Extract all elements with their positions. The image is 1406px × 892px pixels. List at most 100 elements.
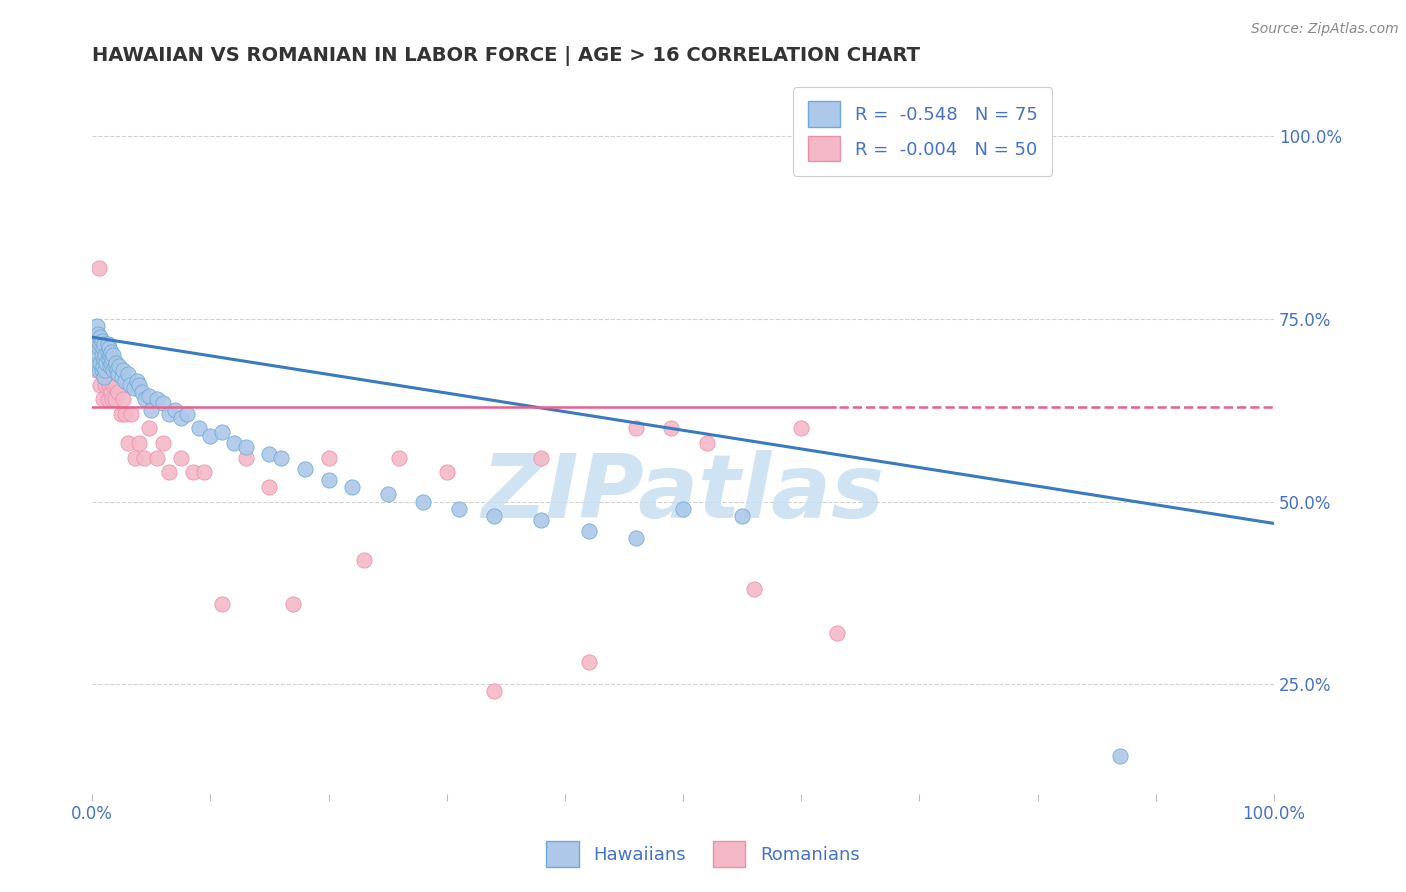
Point bbox=[340, 480, 363, 494]
Point bbox=[89, 337, 111, 351]
Point bbox=[111, 363, 134, 377]
Point bbox=[104, 359, 127, 374]
Point bbox=[94, 348, 117, 362]
Point bbox=[98, 359, 121, 374]
Point bbox=[211, 425, 233, 439]
Point bbox=[259, 447, 281, 461]
Point bbox=[235, 440, 257, 454]
Point bbox=[91, 392, 114, 407]
Point bbox=[742, 582, 765, 596]
Point bbox=[578, 524, 600, 538]
Point bbox=[89, 363, 111, 377]
Point bbox=[100, 356, 122, 370]
Point bbox=[482, 509, 505, 524]
Point bbox=[163, 403, 186, 417]
Point bbox=[87, 348, 110, 362]
Point bbox=[117, 436, 139, 450]
Point bbox=[193, 465, 215, 479]
Point bbox=[624, 531, 647, 545]
Point bbox=[101, 352, 124, 367]
Point bbox=[86, 319, 108, 334]
Text: Source: ZipAtlas.com: Source: ZipAtlas.com bbox=[1251, 22, 1399, 37]
Point bbox=[91, 359, 114, 374]
Point bbox=[1109, 748, 1132, 763]
Point bbox=[90, 348, 112, 362]
Point bbox=[84, 334, 107, 348]
Point bbox=[93, 363, 115, 377]
Point bbox=[90, 334, 112, 348]
Point bbox=[152, 436, 174, 450]
Point bbox=[101, 392, 124, 407]
Point bbox=[181, 465, 204, 479]
Point bbox=[141, 403, 163, 417]
Point bbox=[86, 356, 108, 370]
Point bbox=[96, 337, 118, 351]
Point bbox=[146, 450, 169, 465]
Point bbox=[97, 377, 120, 392]
Point bbox=[388, 450, 411, 465]
Point bbox=[104, 356, 127, 370]
Point bbox=[211, 597, 233, 611]
Point bbox=[134, 392, 156, 407]
Point bbox=[107, 384, 129, 399]
Point bbox=[89, 330, 111, 344]
Point bbox=[94, 363, 117, 377]
Point bbox=[96, 363, 118, 377]
Point bbox=[89, 341, 111, 355]
Legend: R =  -0.548   N = 75, R =  -0.004   N = 50: R = -0.548 N = 75, R = -0.004 N = 50 bbox=[793, 87, 1052, 176]
Point bbox=[118, 377, 141, 392]
Point bbox=[294, 461, 316, 475]
Point bbox=[122, 381, 145, 395]
Point bbox=[111, 392, 134, 407]
Point bbox=[93, 337, 115, 351]
Point bbox=[105, 363, 128, 377]
Point bbox=[108, 359, 131, 374]
Point bbox=[87, 326, 110, 341]
Point bbox=[146, 392, 169, 407]
Point bbox=[87, 334, 110, 348]
Point bbox=[91, 341, 114, 355]
Point bbox=[200, 429, 222, 443]
Point bbox=[176, 407, 198, 421]
Point bbox=[97, 341, 120, 355]
Point bbox=[138, 389, 160, 403]
Point bbox=[624, 421, 647, 435]
Text: ZIPatlas: ZIPatlas bbox=[481, 450, 884, 537]
Point bbox=[124, 450, 146, 465]
Point bbox=[103, 377, 125, 392]
Point bbox=[790, 421, 813, 435]
Point bbox=[157, 407, 180, 421]
Point bbox=[89, 260, 111, 275]
Point bbox=[131, 384, 153, 399]
Point bbox=[318, 473, 340, 487]
Point bbox=[447, 501, 470, 516]
Point bbox=[100, 384, 122, 399]
Point bbox=[128, 436, 150, 450]
Point bbox=[90, 348, 112, 362]
Point bbox=[530, 513, 553, 527]
Point bbox=[96, 344, 118, 359]
Point bbox=[111, 370, 134, 384]
Point bbox=[114, 407, 136, 421]
Point bbox=[89, 356, 111, 370]
Point bbox=[377, 487, 399, 501]
Point bbox=[128, 377, 150, 392]
Point bbox=[530, 450, 553, 465]
Point bbox=[170, 410, 193, 425]
Point bbox=[170, 450, 193, 465]
Point bbox=[94, 377, 117, 392]
Point bbox=[353, 553, 375, 567]
Point bbox=[412, 494, 434, 508]
Point bbox=[134, 450, 156, 465]
Point bbox=[187, 421, 209, 435]
Point bbox=[125, 374, 148, 388]
Point bbox=[235, 450, 257, 465]
Point bbox=[103, 363, 125, 377]
Point bbox=[114, 374, 136, 388]
Point bbox=[659, 421, 682, 435]
Point bbox=[259, 480, 281, 494]
Point bbox=[100, 344, 122, 359]
Point bbox=[825, 626, 848, 640]
Point bbox=[117, 367, 139, 381]
Point bbox=[93, 370, 115, 384]
